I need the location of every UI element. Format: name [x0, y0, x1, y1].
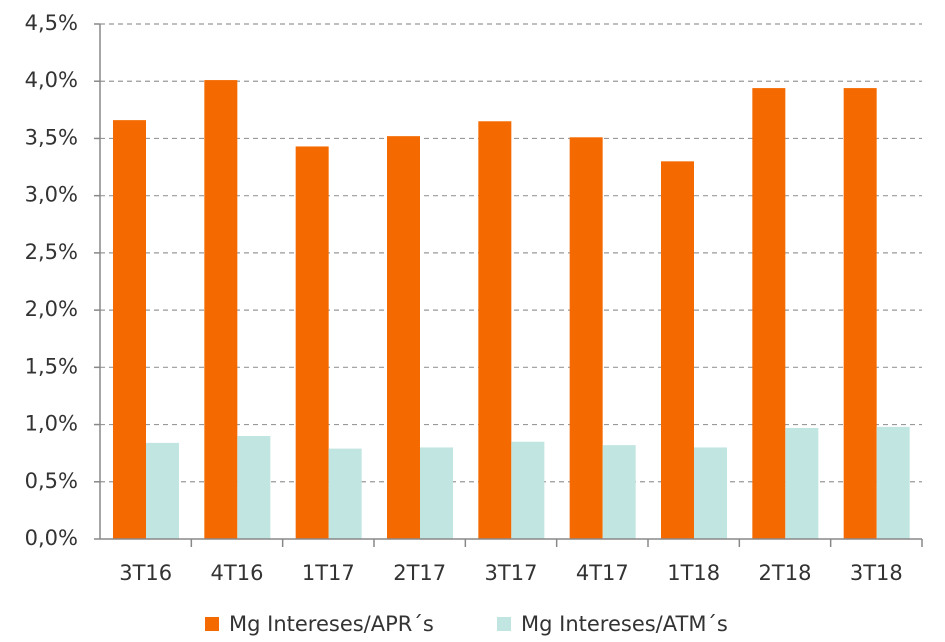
legend-swatch: [205, 617, 219, 631]
y-tick-label: 4,0%: [25, 68, 78, 92]
x-tick-label: 3T17: [485, 561, 538, 585]
bar: [328, 448, 362, 539]
legend-swatch: [497, 617, 511, 631]
bar: [752, 88, 786, 539]
bar: [146, 442, 179, 539]
x-tick-label: 1T17: [302, 561, 355, 585]
y-tick-label: 3,5%: [25, 125, 78, 149]
x-tick-label: 1T18: [667, 561, 720, 585]
y-tick-label: 1,0%: [25, 412, 78, 436]
y-tick-label: 3,0%: [25, 183, 78, 207]
bar: [387, 136, 420, 539]
x-tick-label: 3T16: [119, 561, 172, 585]
bar: [694, 447, 727, 539]
x-tick-label: 4T16: [211, 561, 264, 585]
bar: [295, 146, 329, 539]
bar: [602, 445, 636, 539]
bar: [478, 121, 512, 540]
x-tick-label: 3T18: [850, 561, 903, 585]
bar: [876, 426, 910, 539]
legend-label: Mg Intereses/APR´s: [229, 612, 434, 636]
bar: [661, 161, 694, 540]
legend-label: Mg Intereses/ATM´s: [521, 612, 728, 636]
y-tick-label: 1,5%: [25, 354, 78, 378]
y-tick-label: 2,5%: [25, 240, 78, 264]
y-tick-label: 2,0%: [25, 297, 78, 321]
bar: [511, 441, 545, 539]
y-tick-label: 0,0%: [25, 526, 78, 550]
x-tick-label: 2T18: [759, 561, 812, 585]
x-tick-label: 4T17: [576, 561, 629, 585]
bar: [237, 436, 271, 539]
bar: [785, 427, 819, 539]
x-tick-label: 2T17: [393, 561, 446, 585]
bar: [569, 137, 603, 540]
y-tick-label: 4,5%: [25, 11, 78, 35]
bar: [420, 447, 453, 539]
y-tick-label: 0,5%: [25, 469, 78, 493]
bar: [113, 120, 146, 539]
bar: [204, 80, 238, 540]
bar: [843, 88, 877, 539]
